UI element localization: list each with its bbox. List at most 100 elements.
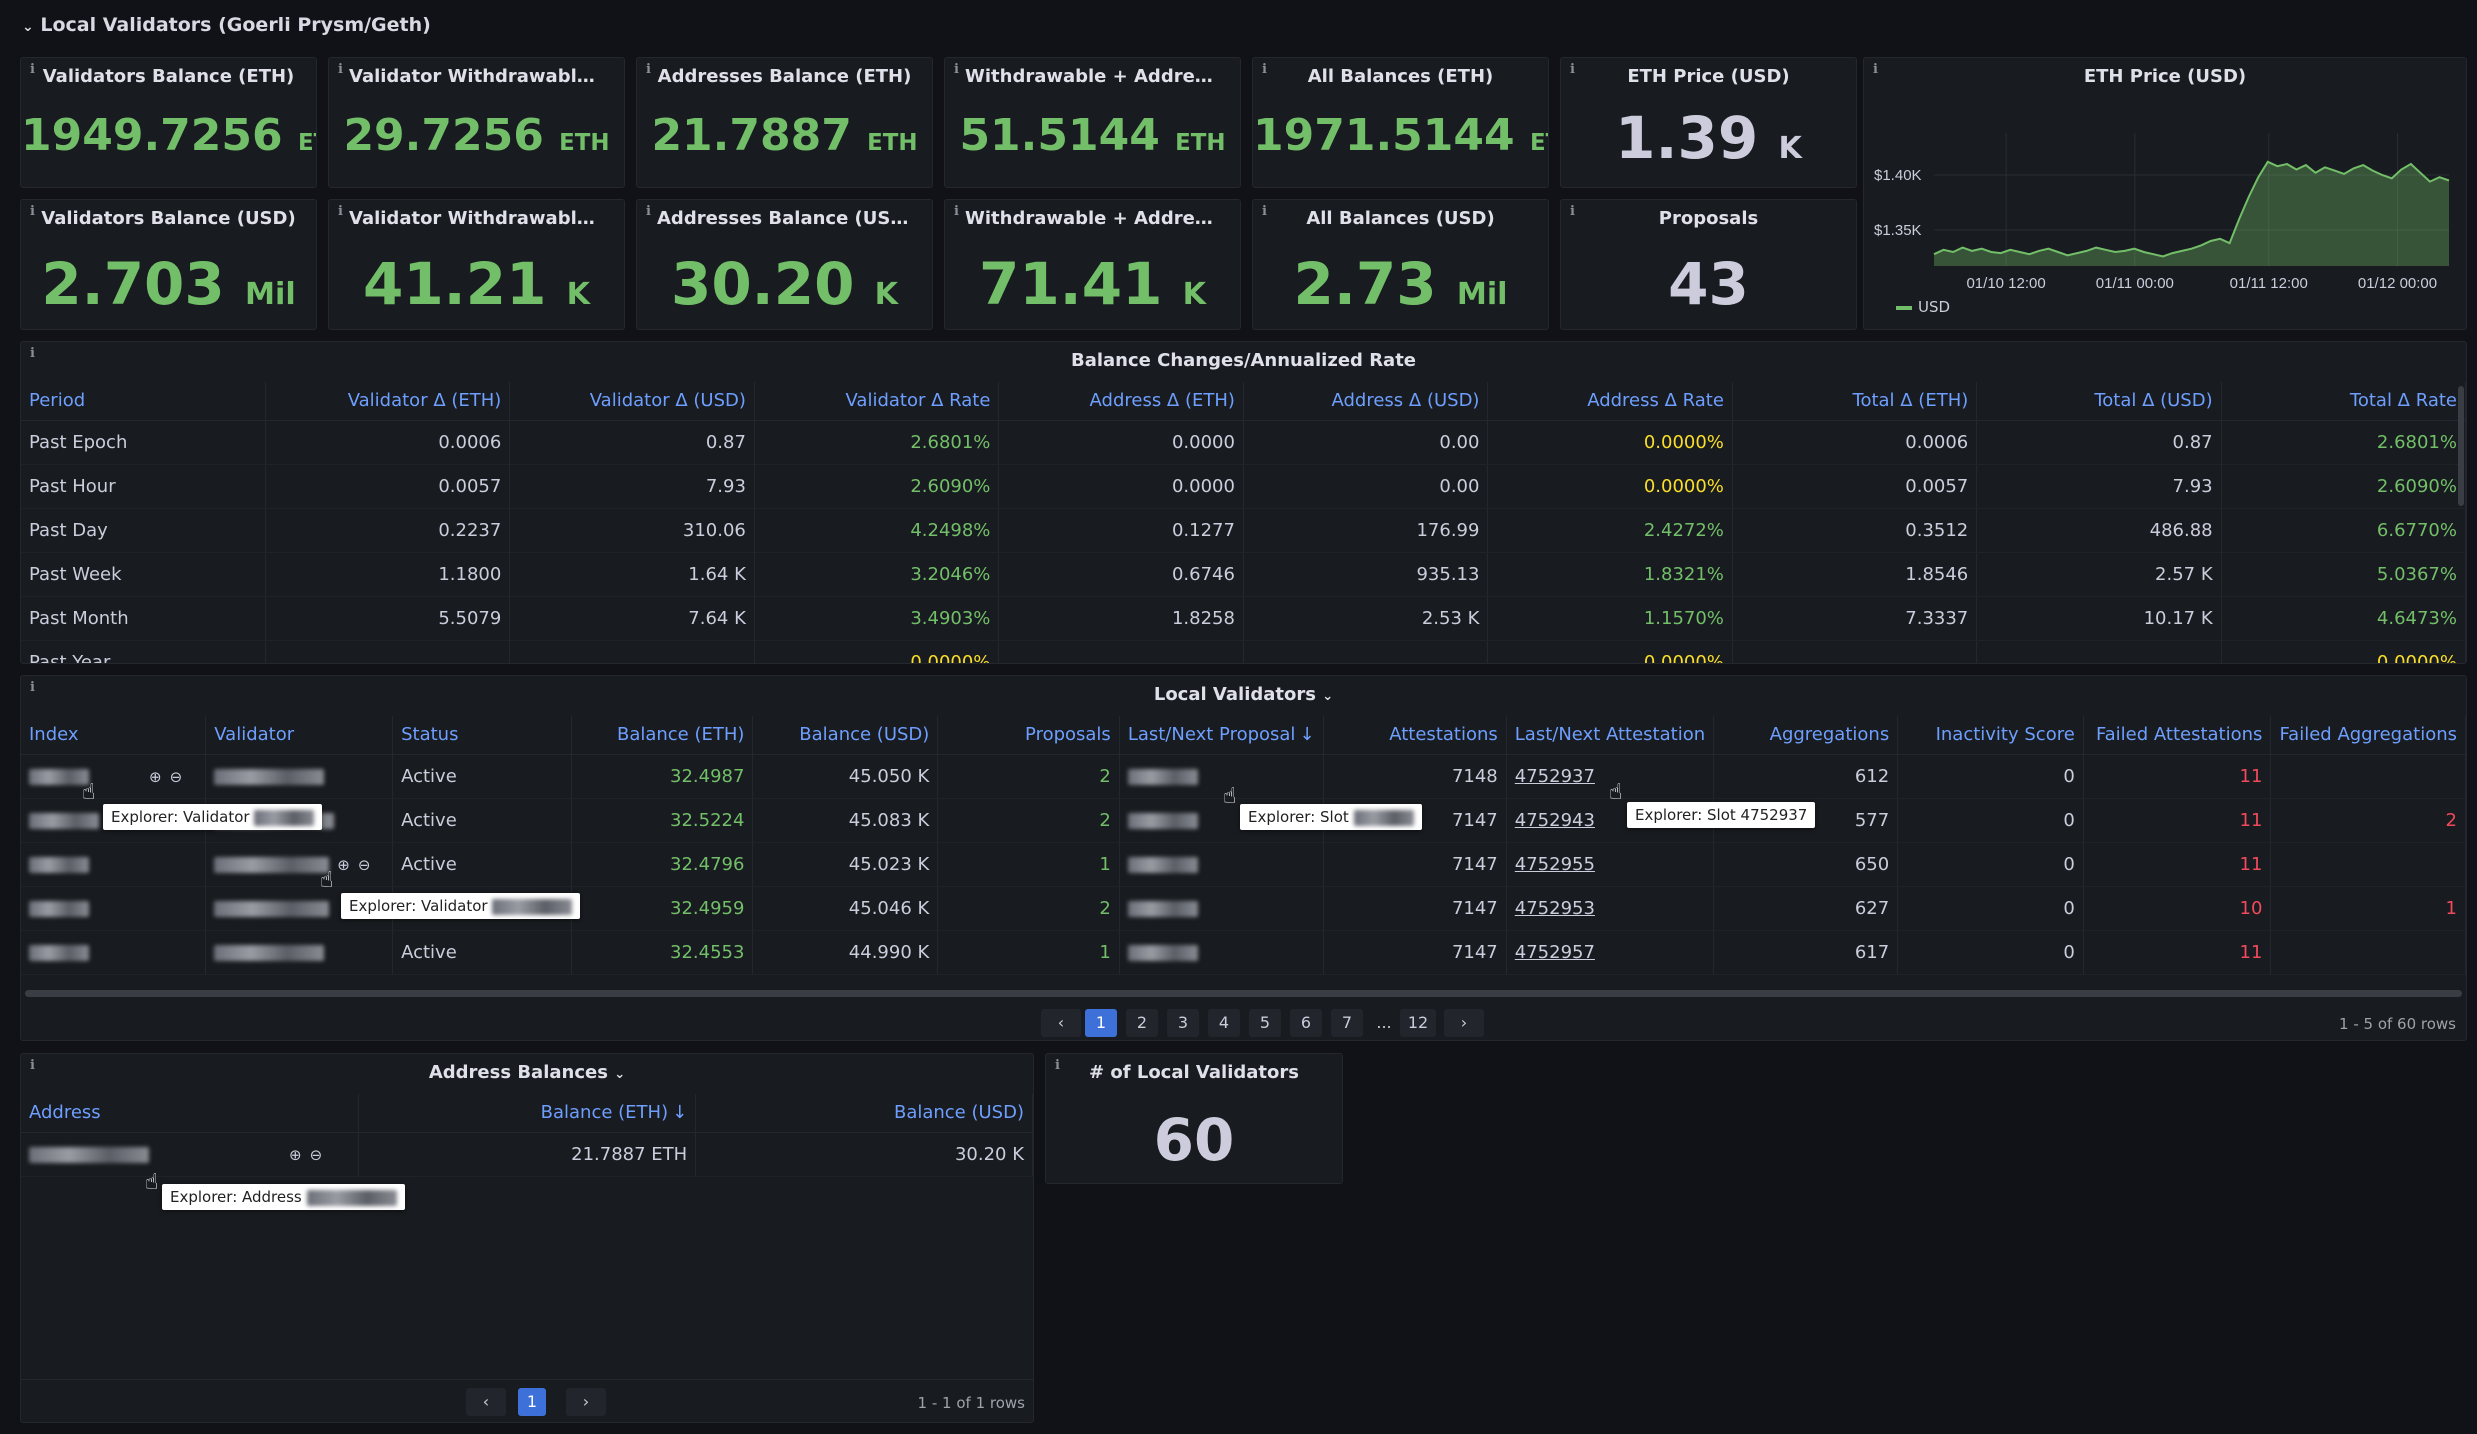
validator-index-cell[interactable]: ⊕ ⊖ (21, 754, 207, 799)
info-icon[interactable]: i (1055, 1058, 1060, 1073)
validator-pubkey-cell[interactable] (205, 930, 394, 975)
row-header[interactable]: ⌄ Local Validators (Goerli Prysm/Geth) (22, 14, 431, 36)
scrollbar[interactable] (2458, 386, 2464, 506)
column-header[interactable]: Last/Next Attestation (1506, 716, 1715, 755)
page-button[interactable]: 1 (518, 1388, 546, 1416)
attestation-slot-link[interactable]: 4752955 (1514, 853, 1595, 875)
info-icon[interactable]: i (1262, 204, 1267, 219)
table-cell: 4.2498% (754, 508, 1000, 553)
column-header[interactable]: Attestations (1323, 716, 1507, 755)
column-header[interactable]: Address Δ Rate (1487, 382, 1733, 421)
failed-attestations-cell: 11 (2083, 798, 2272, 843)
info-icon[interactable]: i (646, 204, 651, 219)
chart-legend[interactable]: USD (1896, 298, 1950, 316)
prev-page-button[interactable]: ‹ (1041, 1009, 1081, 1037)
info-icon[interactable]: i (646, 62, 651, 77)
last-next-proposal-cell[interactable] (1119, 930, 1324, 975)
column-header[interactable]: Index (21, 716, 207, 755)
info-icon[interactable]: i (30, 680, 35, 695)
table-cell: 0.00 (1243, 420, 1489, 465)
info-icon[interactable]: i (338, 204, 343, 219)
info-icon[interactable]: i (30, 62, 35, 77)
validator-index-cell[interactable] (21, 930, 207, 975)
column-header[interactable]: Validator Δ (USD) (509, 382, 755, 421)
last-next-attestation-cell[interactable]: 4752937 (1506, 754, 1715, 799)
last-next-proposal-cell[interactable] (1119, 842, 1324, 887)
column-header[interactable]: Balance (USD) (752, 716, 939, 755)
info-icon[interactable]: i (1873, 62, 1878, 77)
info-icon[interactable]: i (1262, 62, 1267, 77)
column-header[interactable]: Failed Attestations (2083, 716, 2272, 755)
column-header[interactable]: Period (21, 382, 266, 421)
column-header[interactable]: Balance (ETH) ↓ (358, 1094, 697, 1133)
column-header[interactable]: Address Δ (ETH) (998, 382, 1244, 421)
prev-page-button[interactable]: ‹ (466, 1388, 506, 1416)
page-button[interactable]: 12 (1400, 1009, 1436, 1037)
attestation-slot-link[interactable]: 4752943 (1514, 809, 1595, 831)
page-button[interactable]: 6 (1290, 1009, 1322, 1037)
zoom-in-icon[interactable]: ⊕ (337, 855, 350, 874)
info-icon[interactable]: i (954, 62, 959, 77)
failed-attestations-cell: 11 (2083, 930, 2272, 975)
attestation-slot-link[interactable]: 4752957 (1514, 941, 1595, 963)
stat-value: 30.20 K (670, 250, 899, 318)
table-cell: 2.6090% (2221, 464, 2466, 509)
page-button[interactable]: 3 (1167, 1009, 1199, 1037)
page-button[interactable]: 2 (1126, 1009, 1158, 1037)
info-icon[interactable]: i (1570, 204, 1575, 219)
column-header[interactable]: Validator (205, 716, 394, 755)
validator-index-cell[interactable] (21, 842, 207, 887)
attestation-slot-link[interactable]: 4752953 (1514, 897, 1595, 919)
page-button[interactable]: 1 (1085, 1009, 1117, 1037)
page-button[interactable]: 7 (1331, 1009, 1363, 1037)
column-header[interactable]: Validator Δ Rate (754, 382, 1000, 421)
page-button[interactable]: 5 (1249, 1009, 1281, 1037)
info-icon[interactable]: i (954, 204, 959, 219)
info-icon[interactable]: i (30, 1058, 35, 1073)
info-icon[interactable]: i (338, 62, 343, 77)
column-header[interactable]: Proposals (937, 716, 1120, 755)
validator-pubkey-cell[interactable]: ⊕ ⊖ (205, 842, 394, 887)
column-header[interactable]: Last/Next Proposal ↓ (1119, 716, 1324, 755)
table-cell: 0.0000% (754, 640, 1000, 663)
column-header[interactable]: Total Δ (USD) (1976, 382, 2222, 421)
validator-index-cell[interactable] (21, 886, 207, 931)
last-next-proposal-cell[interactable] (1119, 886, 1324, 931)
info-icon[interactable]: i (30, 204, 35, 219)
column-header[interactable]: Total Δ Rate (2221, 382, 2466, 421)
zoom-out-icon[interactable]: ⊖ (169, 767, 183, 786)
panel-title[interactable]: Local Validators ⌄ (1153, 684, 1334, 705)
next-page-button[interactable]: › (1444, 1009, 1484, 1037)
next-page-button[interactable]: › (566, 1388, 606, 1416)
zoom-out-icon[interactable]: ⊖ (357, 855, 371, 874)
column-header[interactable]: Address (21, 1094, 360, 1133)
last-next-attestation-cell[interactable]: 4752957 (1506, 930, 1715, 975)
column-header[interactable]: Status (392, 716, 573, 755)
last-next-attestation-cell[interactable]: 4752955 (1506, 842, 1715, 887)
info-icon[interactable]: i (30, 346, 35, 361)
column-header[interactable]: Address Δ (USD) (1243, 382, 1489, 421)
failed-attestations-cell: 11 (2083, 754, 2272, 799)
column-header[interactable]: Inactivity Score (1897, 716, 2084, 755)
attestation-slot-link[interactable]: 4752937 (1514, 765, 1595, 787)
column-header[interactable]: Validator Δ (ETH) (265, 382, 511, 421)
last-next-proposal-cell[interactable] (1119, 754, 1324, 799)
column-header[interactable]: Aggregations (1713, 716, 1899, 755)
horizontal-scrollbar[interactable] (25, 990, 2462, 997)
column-header[interactable]: Failed Aggregations (2270, 716, 2466, 755)
page-button[interactable]: 4 (1208, 1009, 1240, 1037)
table-cell: Past Day (21, 508, 266, 553)
zoom-in-icon[interactable]: ⊕ (149, 767, 162, 786)
validator-pubkey-cell[interactable] (205, 754, 394, 799)
address-cell[interactable]: ⊕ ⊖ (21, 1132, 360, 1177)
column-header[interactable]: Balance (USD) (695, 1094, 1033, 1133)
panel-title[interactable]: Address Balances ⌄ (428, 1062, 626, 1083)
column-header[interactable]: Balance (ETH) (571, 716, 754, 755)
zoom-out-icon[interactable]: ⊖ (309, 1145, 323, 1164)
failed-attestations-cell: 10 (2083, 886, 2272, 931)
last-next-attestation-cell[interactable]: 4752953 (1506, 886, 1715, 931)
info-icon[interactable]: i (1570, 62, 1575, 77)
table-cell: 2.6090% (754, 464, 1000, 509)
zoom-in-icon[interactable]: ⊕ (289, 1145, 302, 1164)
column-header[interactable]: Total Δ (ETH) (1732, 382, 1978, 421)
